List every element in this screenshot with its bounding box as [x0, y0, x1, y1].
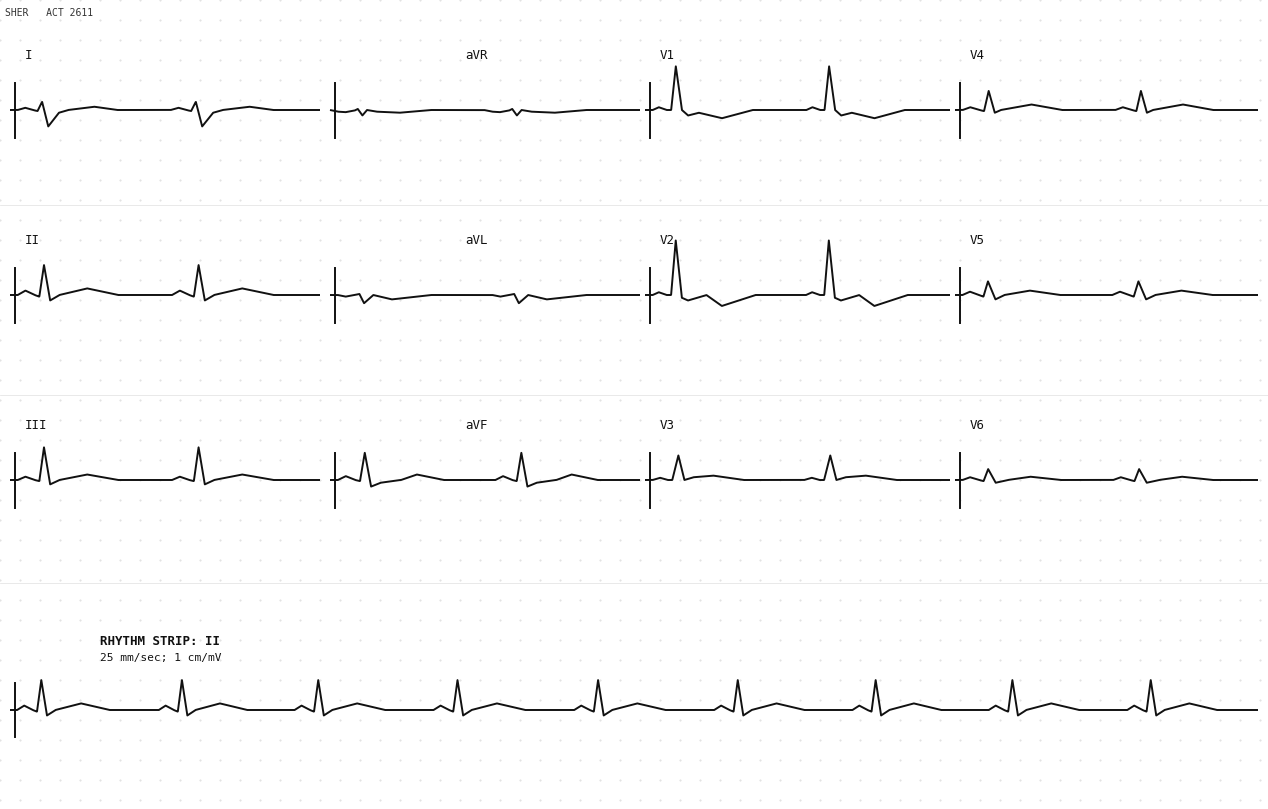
Text: V4: V4: [970, 49, 985, 62]
Text: I: I: [25, 49, 33, 62]
Text: V5: V5: [970, 234, 985, 247]
Text: V6: V6: [970, 419, 985, 432]
Text: RHYTHM STRIP: II: RHYTHM STRIP: II: [100, 635, 221, 648]
Text: II: II: [25, 234, 41, 247]
Text: SHER   ACT 2611: SHER ACT 2611: [5, 8, 93, 18]
Text: 25 mm/sec; 1 cm/mV: 25 mm/sec; 1 cm/mV: [100, 653, 222, 663]
Text: aVR: aVR: [465, 49, 487, 62]
Text: V3: V3: [661, 419, 675, 432]
Text: V1: V1: [661, 49, 675, 62]
Text: V2: V2: [661, 234, 675, 247]
Text: III: III: [25, 419, 47, 432]
Text: aVL: aVL: [465, 234, 487, 247]
Text: aVF: aVF: [465, 419, 487, 432]
